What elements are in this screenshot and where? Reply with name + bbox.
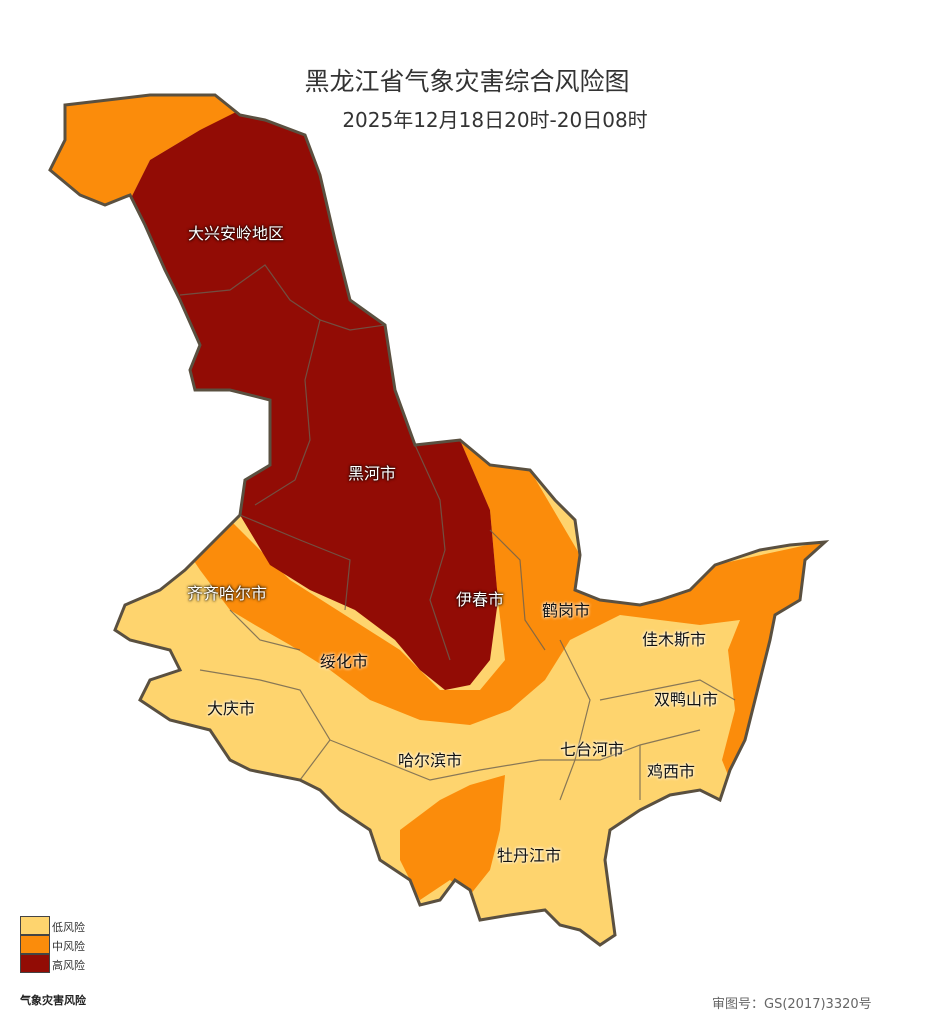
legend-label: 高风险	[52, 959, 85, 972]
medium-risk-zone-south	[400, 775, 505, 900]
region-label: 七台河市	[560, 740, 625, 759]
region-label: 鸡西市	[647, 762, 696, 781]
medium-risk-zone-north	[50, 95, 250, 205]
approval-number: 审图号：GS(2017)3320号	[712, 997, 872, 1012]
legend-swatch-high	[20, 954, 50, 973]
medium-risk-zone-central	[180, 440, 825, 780]
map-subtitle: 2025年12月18日20时-20日08时	[342, 108, 648, 132]
region-label: 大庆市	[207, 699, 256, 718]
legend-title: 气象灾害风险	[20, 994, 86, 1007]
region-label: 鹤岗市	[542, 601, 591, 620]
region-label: 哈尔滨市	[398, 751, 463, 770]
region-label: 双鸭山市	[654, 690, 719, 709]
legend-label: 中风险	[52, 940, 85, 953]
high-risk-zone	[130, 110, 498, 690]
region-label: 齐齐哈尔市	[187, 584, 268, 603]
legend: 低风险 中风险 高风险	[20, 916, 85, 973]
city-borders	[179, 264, 736, 801]
legend-label: 低风险	[52, 921, 85, 934]
region-label: 黑河市	[348, 464, 397, 483]
region-label: 伊春市	[456, 590, 505, 609]
map-title: 黑龙江省气象灾害综合风险图	[304, 67, 630, 96]
region-label: 佳木斯市	[642, 630, 707, 649]
legend-swatch-medium	[20, 935, 50, 954]
region-label: 大兴安岭地区	[188, 224, 285, 243]
legend-swatch-low	[20, 916, 50, 935]
region-label: 绥化市	[320, 652, 369, 671]
region-label: 牡丹江市	[497, 846, 562, 865]
